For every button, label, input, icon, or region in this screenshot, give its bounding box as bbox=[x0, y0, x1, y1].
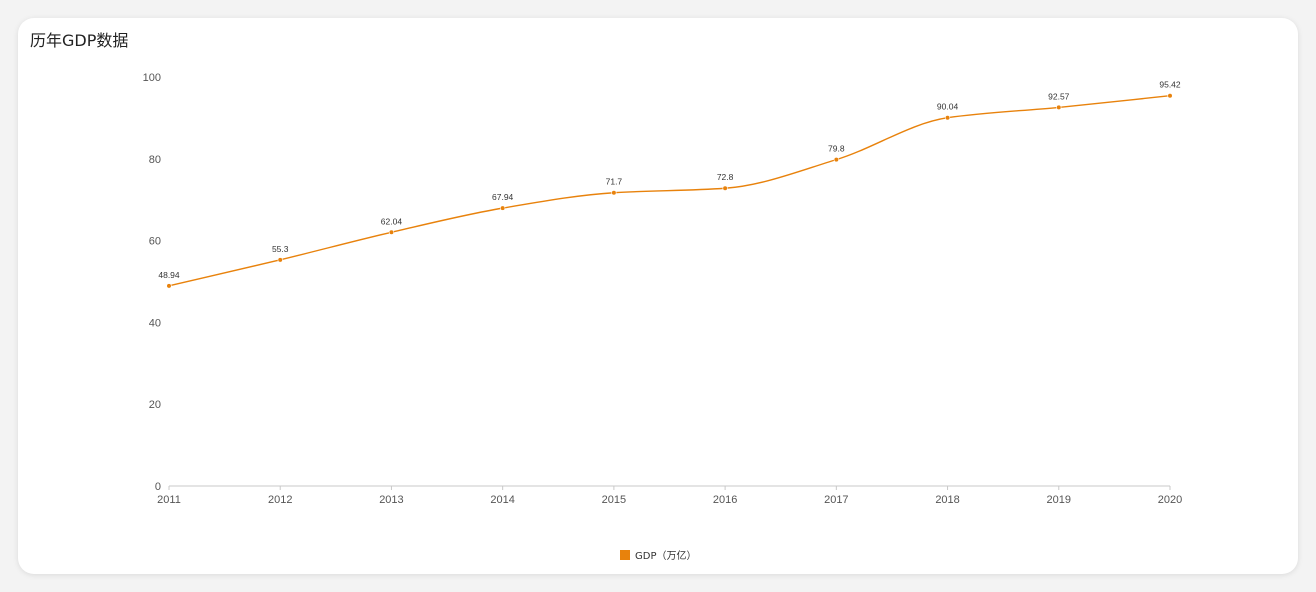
data-point bbox=[500, 205, 506, 211]
data-label: 67.94 bbox=[492, 192, 514, 202]
chart-card: 历年GDP数据 2011 2012 2013 2014 2015 2016 2017 2018… bbox=[18, 18, 1298, 574]
legend-label: GDP（万亿） bbox=[635, 551, 697, 562]
line-chart: 2011 2012 2013 2014 2015 2016 2017 2018 2019 2020… bbox=[143, 72, 1183, 506]
x-axis-tick-label: 2015 bbox=[602, 494, 626, 506]
data-point bbox=[833, 157, 839, 163]
x-axis-tick-label: 2011 bbox=[157, 494, 181, 506]
y-axis-tick-label: 80 bbox=[149, 154, 161, 166]
x-axis-tick-label: 2019 bbox=[1047, 494, 1071, 506]
legend-swatch bbox=[620, 549, 630, 560]
data-label: 90.04 bbox=[937, 102, 959, 112]
data-point bbox=[277, 257, 283, 263]
x-axis-tick-label: 2017 bbox=[824, 494, 848, 506]
data-point bbox=[1167, 93, 1173, 99]
y-axis-tick-label: 20 bbox=[149, 399, 161, 411]
data-label: 79.8 bbox=[828, 144, 845, 154]
x-axis-tick-label: 2012 bbox=[268, 494, 292, 506]
y-axis-tick-label: 60 bbox=[149, 236, 161, 248]
y-axis-tick-label: 40 bbox=[149, 317, 161, 329]
data-label: 72.8 bbox=[717, 172, 734, 182]
data-point bbox=[611, 190, 617, 196]
y-axis-tick-label: 0 bbox=[155, 481, 161, 493]
data-point bbox=[166, 283, 172, 289]
x-axis-tick-label: 2020 bbox=[1158, 494, 1182, 506]
x-axis-tick-label: 2014 bbox=[490, 494, 514, 506]
chart-title: 历年GDP数据 bbox=[30, 31, 129, 50]
legend[interactable]: GDP（万亿） bbox=[620, 547, 696, 562]
data-label: 92.57 bbox=[1048, 91, 1070, 101]
data-point bbox=[944, 115, 951, 121]
data-point bbox=[1056, 104, 1062, 110]
data-label: 62.04 bbox=[381, 216, 403, 226]
data-label: 71.7 bbox=[606, 177, 623, 187]
x-axis-tick-label: 2016 bbox=[713, 494, 737, 506]
data-label: 55.3 bbox=[272, 244, 289, 254]
y-axis-tick-label: 100 bbox=[143, 72, 161, 84]
data-label: 95.42 bbox=[1159, 80, 1181, 90]
data-point bbox=[722, 185, 728, 191]
x-axis-tick-label: 2018 bbox=[935, 494, 959, 506]
data-point bbox=[388, 229, 395, 235]
data-label: 48.94 bbox=[158, 270, 180, 280]
series-line bbox=[168, 95, 1171, 287]
x-axis-tick-label: 2013 bbox=[379, 494, 403, 506]
